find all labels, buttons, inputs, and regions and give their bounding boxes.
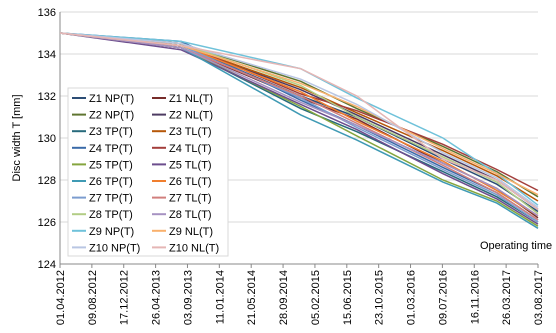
legend-label: Z9 NL(T) (169, 226, 213, 238)
y-tick-label: 128 (38, 175, 56, 187)
x-tick-label: 09.08.2012 (87, 270, 99, 325)
x-tick-label: 21.05.2014 (246, 270, 258, 325)
legend-label: Z7 TL(T) (169, 193, 212, 205)
x-tick-label: 03.09.2013 (182, 270, 194, 325)
y-tick-label: 130 (38, 133, 56, 145)
series-line (59, 32, 539, 208)
series-line (59, 32, 539, 217)
legend-label: Z6 TL(T) (169, 176, 212, 188)
legend-box (67, 87, 229, 257)
legend-label: Z1 NL(T) (169, 93, 213, 105)
legend-label: Z10 NL(T) (169, 242, 219, 254)
legend-label: Z3 TP(T) (89, 126, 133, 138)
x-tick-label: 26.03.2017 (501, 270, 513, 325)
y-tick-label: 126 (38, 217, 56, 229)
y-tick-label: 124 (38, 259, 56, 271)
series-line (59, 32, 539, 211)
legend-label: Z5 TP(T) (89, 159, 133, 171)
legend-label: Z8 TP(T) (89, 209, 133, 221)
legend-label: Z4 TL(T) (169, 143, 212, 155)
x-tick-label: 28.09.2014 (278, 270, 290, 325)
x-tick-label: 15.06.2015 (342, 270, 354, 325)
x-tick-label: 01.04.2012 (55, 270, 67, 325)
legend-label: Z5 TL(T) (169, 159, 212, 171)
y-tick-label: 132 (38, 91, 56, 103)
x-tick-label: 23.10.2015 (374, 270, 386, 325)
y-tick-label: 136 (38, 7, 56, 19)
x-tick-label: 01.03.2016 (406, 270, 418, 325)
y-tick-label: 134 (38, 49, 56, 61)
legend-label: Z2 NL(T) (169, 110, 213, 122)
x-tick-label: 26.04.2013 (151, 270, 163, 325)
legend-label: Z4 TP(T) (89, 143, 133, 155)
y-axis-label: Disc width T [mm] (11, 95, 23, 182)
x-tick-label: 17.12.2012 (119, 270, 131, 325)
legend-label: Z3 TL(T) (169, 126, 212, 138)
legend-label: Z1 NP(T) (89, 93, 134, 105)
legend-label: Z8 TL(T) (169, 209, 212, 221)
legend-label: Z6 TP(T) (89, 176, 133, 188)
x-tick-label: 03.08.2017 (533, 270, 545, 325)
legend-label: Z10 NP(T) (89, 242, 140, 254)
x-tick-label: 09.07.2016 (437, 270, 449, 325)
x-tick-label: 05.02.2015 (310, 270, 322, 325)
series-line (59, 32, 539, 225)
x-tick-label: 16.11.2016 (469, 270, 481, 324)
x-tick-label: 11.01.2014 (214, 270, 226, 324)
legend-label: Z2 NP(T) (89, 110, 134, 122)
legend-label: Z7 TP(T) (89, 193, 133, 205)
legend-label: Z9 NP(T) (89, 226, 134, 238)
annotation: Operating time (480, 240, 552, 252)
